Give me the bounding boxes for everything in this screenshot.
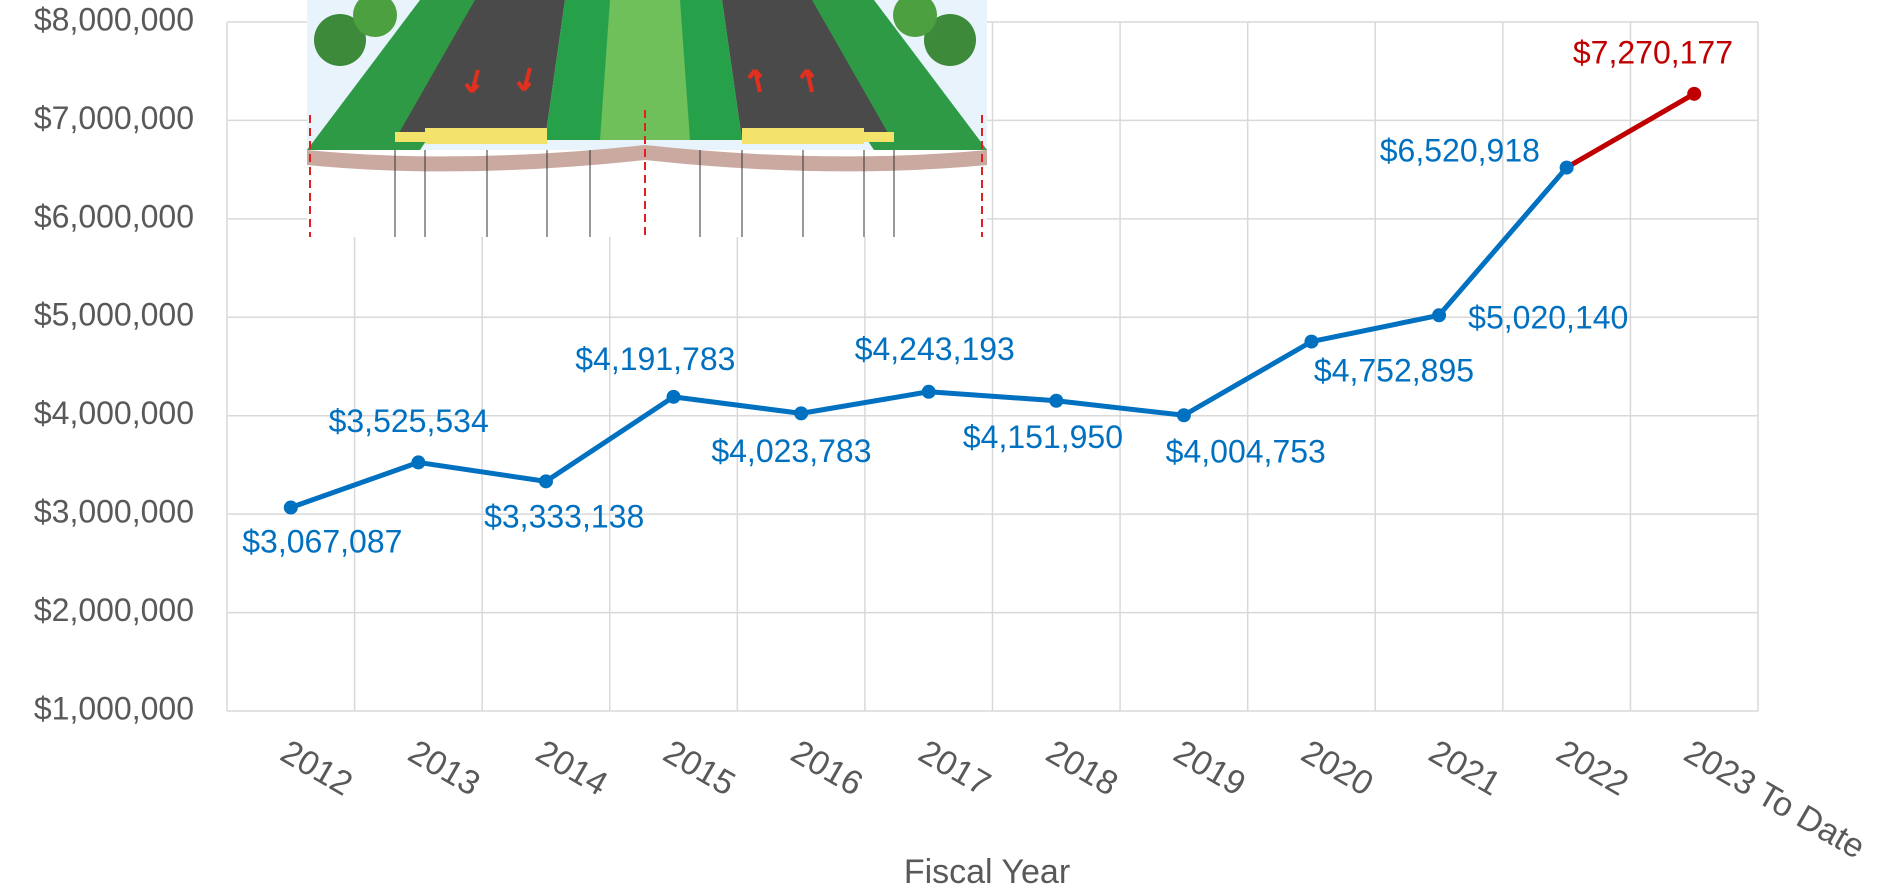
value-label: $4,752,895 xyxy=(1314,353,1474,389)
y-tick-label: $4,000,000 xyxy=(34,395,194,431)
x-tick-label: 2017 xyxy=(912,733,997,804)
value-label: $4,243,193 xyxy=(855,331,1015,367)
x-tick-label: 2022 xyxy=(1550,733,1635,804)
value-label: $6,520,918 xyxy=(1380,132,1540,168)
value-label: $3,525,534 xyxy=(329,403,489,439)
value-label: $5,020,140 xyxy=(1468,300,1628,336)
point xyxy=(411,455,426,470)
value-label: $4,151,950 xyxy=(963,419,1123,455)
point xyxy=(538,474,553,489)
x-tick-label: 2016 xyxy=(785,733,870,804)
y-tick-label: $8,000,000 xyxy=(34,1,194,37)
value-label: $4,191,783 xyxy=(575,341,735,377)
x-tick-label: 2019 xyxy=(1167,733,1252,804)
y-tick-label: $7,000,000 xyxy=(34,100,194,136)
point xyxy=(921,384,936,399)
point xyxy=(1049,393,1064,408)
line-series-highlight xyxy=(1565,91,1696,170)
value-label: $7,270,177 xyxy=(1573,34,1733,70)
x-tick-label: 2018 xyxy=(1040,733,1125,804)
x-tick-label: 2013 xyxy=(402,733,487,804)
y-tick-label: $5,000,000 xyxy=(34,297,194,333)
point xyxy=(283,500,298,515)
x-tick-label: 2014 xyxy=(529,733,614,804)
y-tick-label: $3,000,000 xyxy=(34,494,194,530)
point xyxy=(1304,334,1319,349)
value-label: $4,023,783 xyxy=(711,433,871,469)
point xyxy=(794,406,809,421)
value-label: $4,004,753 xyxy=(1166,434,1326,470)
point xyxy=(1432,308,1447,323)
point xyxy=(1687,86,1702,101)
y-tick-label: $6,000,000 xyxy=(34,198,194,234)
point xyxy=(1176,408,1191,423)
x-tick-label: 2012 xyxy=(274,733,359,804)
y-tick-label: $2,000,000 xyxy=(34,592,194,628)
x-axis-title: Fiscal Year xyxy=(904,853,1070,886)
x-tick-label: 2020 xyxy=(1295,733,1380,804)
x-tick-label: 2015 xyxy=(657,733,742,804)
x-tick-label: 2021 xyxy=(1423,733,1508,804)
y-tick-label: $1,000,000 xyxy=(34,690,194,726)
value-label: $3,067,087 xyxy=(242,523,402,559)
point xyxy=(1559,160,1574,175)
point xyxy=(666,389,681,404)
x-tick-label: 2023 To Date xyxy=(1678,733,1872,867)
road-cross-section-image xyxy=(307,0,987,237)
value-label: $3,333,138 xyxy=(484,498,644,534)
